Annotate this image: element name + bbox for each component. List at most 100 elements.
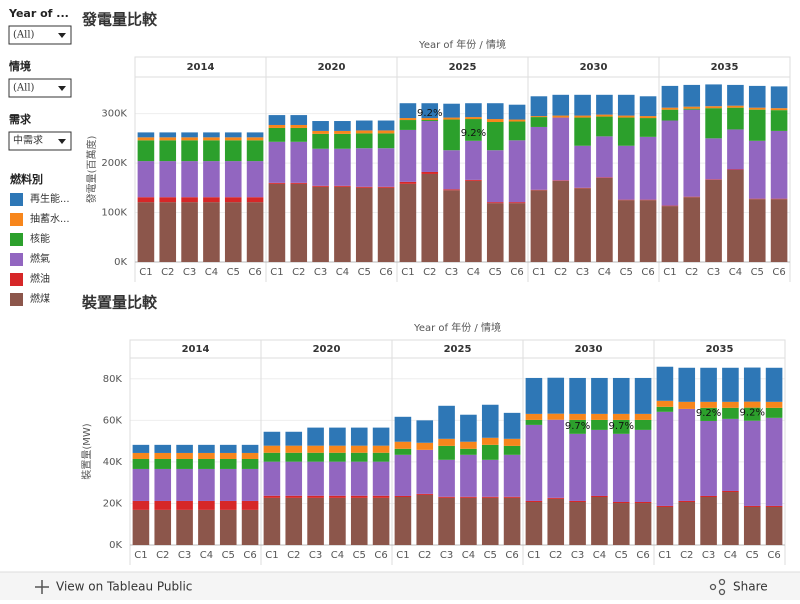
bar-segment — [225, 140, 242, 161]
bar-segment — [334, 186, 351, 187]
bar-segment — [225, 197, 242, 202]
share-button[interactable]: Share — [733, 580, 768, 594]
bar-segment — [220, 445, 237, 453]
bar-segment — [242, 453, 259, 459]
bar-segment — [574, 188, 591, 262]
x-tick-label: C2 — [161, 267, 174, 278]
x-tick-label: C2 — [423, 267, 436, 278]
bar-segment — [678, 409, 695, 501]
chart-title: 裝置量比較 — [81, 294, 158, 312]
bar-segment — [771, 199, 788, 262]
bar-segment — [329, 462, 346, 496]
filter-label: Year of ... — [8, 7, 69, 20]
bar-segment — [700, 368, 717, 402]
column-header: Year of 年份 / 情境 — [418, 38, 506, 51]
bar-segment — [356, 148, 373, 187]
x-tick-label: C4 — [467, 267, 480, 278]
x-tick-label: C5 — [222, 550, 235, 561]
bar-segment — [203, 140, 220, 161]
bar-segment — [596, 117, 613, 137]
bar-segment — [138, 137, 155, 140]
bar-segment — [438, 460, 455, 497]
bar-segment — [378, 130, 395, 133]
x-tick-label: C1 — [265, 550, 278, 561]
bar-segment — [618, 116, 635, 118]
bar-segment — [613, 502, 630, 503]
bar-segment — [591, 430, 608, 496]
bar-segment — [334, 149, 351, 186]
x-tick-label: C1 — [270, 267, 283, 278]
legend-swatch — [10, 233, 23, 246]
bar-segment — [351, 428, 368, 446]
bar-segment — [290, 183, 307, 184]
bar-segment — [154, 459, 171, 469]
bar-segment — [465, 180, 482, 181]
bar-segment — [181, 197, 198, 202]
bar-segment — [334, 121, 351, 131]
x-tick-label: C5 — [358, 267, 371, 278]
bar-segment — [509, 120, 526, 122]
bar-segment — [269, 183, 286, 184]
bar-segment — [569, 434, 586, 501]
bar-segment — [307, 446, 324, 453]
bar-segment — [569, 501, 586, 502]
x-tick-label: C6 — [772, 267, 785, 278]
x-tick-label: C3 — [178, 550, 191, 561]
bar-segment — [678, 502, 695, 545]
x-tick-label: C6 — [243, 550, 256, 561]
bar-segment — [635, 420, 652, 430]
bar-segment — [596, 178, 613, 262]
bar-segment — [591, 497, 608, 545]
bar-segment — [138, 132, 155, 137]
bar-segment — [198, 459, 215, 469]
bar-segment — [203, 137, 220, 140]
bar-segment — [264, 432, 281, 446]
bar-segment — [547, 499, 564, 545]
x-tick-label: C5 — [484, 550, 497, 561]
bar-segment — [591, 420, 608, 430]
bar-segment — [203, 202, 220, 262]
bar-segment — [657, 367, 674, 401]
bar-segment — [329, 453, 346, 462]
bar-segment — [356, 130, 373, 133]
filter-value[interactable]: 中需求 — [13, 134, 43, 147]
bar-segment — [356, 121, 373, 131]
bar-segment — [198, 445, 215, 453]
x-tick-label: C2 — [680, 550, 693, 561]
chart-title: 發電量比較 — [81, 11, 158, 29]
bar-segment — [640, 200, 657, 262]
bar-segment — [766, 402, 783, 408]
bar-segment — [727, 129, 744, 169]
view-link[interactable]: View on Tableau Public — [56, 580, 192, 594]
bar-segment — [400, 130, 417, 182]
bar-segment — [683, 107, 700, 109]
x-tick-label: C5 — [746, 550, 759, 561]
bar-segment — [705, 138, 722, 179]
bar-segment — [356, 188, 373, 262]
facet-label: 2020 — [318, 62, 346, 73]
bar-segment — [526, 378, 543, 414]
bar-segment — [290, 115, 307, 125]
bar-segment — [443, 104, 460, 118]
legend-label: 燃氣 — [30, 252, 50, 265]
bar-segment — [749, 199, 766, 262]
x-tick-label: C6 — [379, 267, 392, 278]
bar-segment — [552, 118, 569, 181]
facet-label: 2025 — [449, 62, 477, 73]
bar-segment — [460, 455, 477, 497]
x-tick-label: C2 — [287, 550, 300, 561]
bar-segment — [657, 401, 674, 407]
filter-value[interactable]: (All) — [13, 30, 35, 41]
x-tick-label: C3 — [702, 550, 715, 561]
x-tick-label: C4 — [724, 550, 737, 561]
bar-segment — [662, 121, 679, 206]
bar-segment — [395, 496, 412, 497]
bar-segment — [421, 120, 438, 121]
bar-segment — [247, 202, 264, 262]
bar-segment — [159, 197, 176, 202]
filter-value[interactable]: (All) — [13, 83, 35, 94]
bar-segment — [705, 84, 722, 106]
bar-segment — [766, 408, 783, 418]
bar-segment — [509, 122, 526, 141]
facet-label: 2030 — [575, 344, 603, 355]
